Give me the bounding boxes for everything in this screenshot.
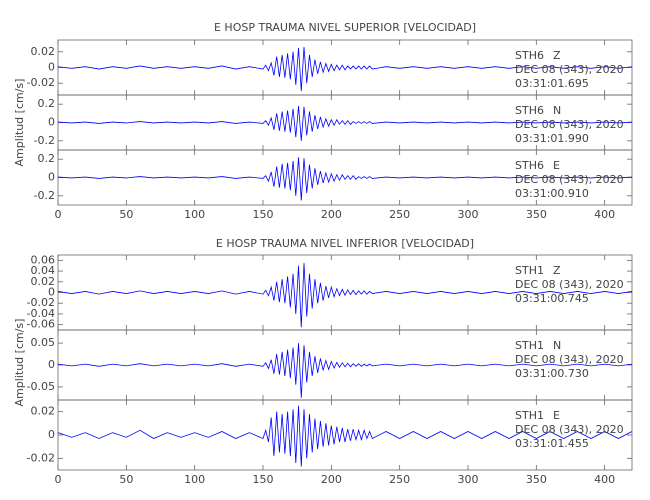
y-tick-label: 0 bbox=[48, 428, 55, 441]
panel-title: E HOSP TRAUMA NIVEL INFERIOR [VELOCIDAD] bbox=[216, 237, 474, 250]
station-label: STH1 bbox=[515, 339, 544, 352]
component-label: Z bbox=[553, 49, 561, 62]
x-tick-label: 350 bbox=[526, 473, 547, 486]
time-label: 03:31:01.695 bbox=[515, 77, 589, 90]
time-label: 03:31:00.730 bbox=[515, 367, 589, 380]
x-tick-label: 50 bbox=[119, 473, 133, 486]
x-tick-label: 300 bbox=[458, 473, 479, 486]
panel-title: E HOSP TRAUMA NIVEL SUPERIOR [VELOCIDAD] bbox=[214, 21, 476, 34]
x-tick-label: 400 bbox=[594, 473, 615, 486]
y-axis-label: Amplitud [cm/s] bbox=[13, 319, 26, 407]
x-tick-label: 100 bbox=[184, 473, 205, 486]
y-tick-label: 0 bbox=[48, 358, 55, 371]
x-tick-label: 200 bbox=[321, 473, 342, 486]
date-label: DEC 08 (343), 2020 bbox=[515, 423, 624, 436]
station-label: STH1 bbox=[515, 264, 544, 277]
component-label: E bbox=[553, 409, 560, 422]
time-label: 03:31:01.990 bbox=[515, 132, 589, 145]
x-tick-label: 250 bbox=[389, 473, 410, 486]
x-tick-label: 250 bbox=[389, 208, 410, 221]
time-label: 03:31:00.910 bbox=[515, 187, 589, 200]
waveform bbox=[57, 263, 633, 328]
x-tick-label: 400 bbox=[594, 208, 615, 221]
y-tick-label: 0.2 bbox=[38, 97, 56, 110]
x-tick-label: 100 bbox=[184, 208, 205, 221]
component-label: N bbox=[553, 339, 561, 352]
time-label: 03:31:01.455 bbox=[515, 437, 589, 450]
waveform bbox=[57, 157, 633, 201]
date-label: DEC 08 (343), 2020 bbox=[515, 353, 624, 366]
x-tick-label: 50 bbox=[119, 208, 133, 221]
component-label: E bbox=[553, 159, 560, 172]
y-tick-label: 0.04 bbox=[31, 264, 56, 277]
y-tick-label: 0 bbox=[48, 116, 55, 129]
y-tick-label: 0.06 bbox=[31, 253, 56, 266]
y-tick-label: 0.02 bbox=[31, 405, 56, 418]
x-tick-label: 150 bbox=[253, 208, 274, 221]
y-tick-label: -0.2 bbox=[34, 189, 55, 202]
waveform bbox=[57, 343, 633, 398]
station-label: STH6 bbox=[515, 49, 544, 62]
time-label: 03:31:00.745 bbox=[515, 292, 589, 305]
y-tick-label: -0.04 bbox=[27, 307, 55, 320]
y-tick-label: 0 bbox=[48, 171, 55, 184]
y-tick-label: -0.06 bbox=[27, 318, 55, 331]
y-tick-label: -0.2 bbox=[34, 134, 55, 147]
waveform bbox=[57, 47, 633, 92]
x-tick-label: 350 bbox=[526, 208, 547, 221]
x-tick-label: 0 bbox=[55, 208, 62, 221]
y-tick-label: -0.05 bbox=[27, 380, 55, 393]
station-label: STH6 bbox=[515, 159, 544, 172]
station-label: STH1 bbox=[515, 409, 544, 422]
date-label: DEC 08 (343), 2020 bbox=[515, 118, 624, 131]
y-tick-label: -0.02 bbox=[27, 296, 55, 309]
date-label: DEC 08 (343), 2020 bbox=[515, 63, 624, 76]
component-label: Z bbox=[553, 264, 561, 277]
x-tick-label: 150 bbox=[253, 473, 274, 486]
y-tick-label: 0 bbox=[48, 286, 55, 299]
waveform bbox=[57, 405, 633, 467]
y-tick-label: -0.02 bbox=[27, 451, 55, 464]
date-label: DEC 08 (343), 2020 bbox=[515, 173, 624, 186]
y-tick-label: -0.02 bbox=[27, 76, 55, 89]
y-tick-label: 0 bbox=[48, 61, 55, 74]
x-tick-label: 300 bbox=[458, 208, 479, 221]
x-tick-label: 200 bbox=[321, 208, 342, 221]
station-label: STH6 bbox=[515, 104, 544, 117]
y-axis-label: Amplitud [cm/s] bbox=[13, 79, 26, 167]
waveform bbox=[57, 105, 633, 141]
y-tick-label: 0.02 bbox=[31, 45, 56, 58]
x-tick-label: 0 bbox=[55, 473, 62, 486]
y-tick-label: 0.05 bbox=[31, 336, 56, 349]
component-label: N bbox=[553, 104, 561, 117]
y-tick-label: 0.02 bbox=[31, 275, 56, 288]
date-label: DEC 08 (343), 2020 bbox=[515, 278, 624, 291]
y-tick-label: 0.2 bbox=[38, 152, 56, 165]
